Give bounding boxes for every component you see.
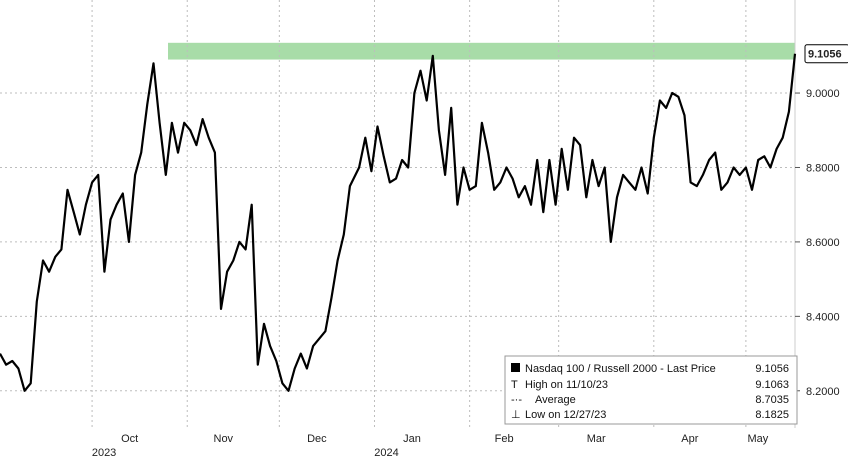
legend-entry-average: -·- Average 8.7035 xyxy=(511,394,789,406)
legend-entry-value: 9.1063 xyxy=(755,379,789,391)
x-tick-label: Nov xyxy=(214,433,234,445)
highlight-band xyxy=(168,42,795,60)
legend-box xyxy=(504,355,798,425)
y-axis-ticks: 8.2000 8.4000 8.6000 8.8000 9.0000 xyxy=(795,88,840,398)
high-marker-icon: T xyxy=(511,379,518,391)
x-tick-label: Mar xyxy=(587,433,606,445)
y-tick-label: 8.4000 xyxy=(806,311,840,323)
average-marker-icon: -·- xyxy=(511,394,522,406)
last-price-tag-text: 9.1056 xyxy=(808,49,842,61)
last-price-tag: 9.1056 xyxy=(804,44,848,64)
legend-square-marker xyxy=(511,363,520,372)
gridlines xyxy=(0,0,795,428)
year-label: 2023 xyxy=(92,447,116,459)
year-labels: 2023 2024 xyxy=(92,447,399,459)
low-marker-icon: ⊥ xyxy=(511,409,521,421)
legend-entry-low: ⊥ Low on 12/27/23 8.1825 xyxy=(511,409,789,421)
legend-entry-label: Average xyxy=(535,394,576,406)
legend-entry-label: Nasdaq 100 / Russell 2000 - Last Price xyxy=(525,363,716,375)
legend-entry-high: T High on 11/10/23 9.1063 xyxy=(511,379,789,391)
x-axis-ticks: Oct Nov Dec Jan Feb Mar Apr May xyxy=(121,433,769,445)
legend-entry-label: Low on 12/27/23 xyxy=(525,409,606,421)
last-price-tag-background xyxy=(804,44,848,64)
x-tick-label: Oct xyxy=(121,433,138,445)
legend-entry-value: 8.1825 xyxy=(755,409,789,421)
legend-entry-label: High on 11/10/23 xyxy=(525,379,608,391)
legend-entry-value: 8.7035 xyxy=(755,394,789,406)
series-line-nasdaq-russell-ratio xyxy=(0,53,797,392)
y-tick-label: 8.2000 xyxy=(806,386,840,398)
legend: Nasdaq 100 / Russell 2000 - Last Price 9… xyxy=(504,355,798,425)
legend-entry-value: 9.1056 xyxy=(755,363,789,375)
y-tick-label: 8.8000 xyxy=(806,162,840,174)
x-tick-label: Dec xyxy=(307,433,327,445)
x-tick-label: Jan xyxy=(403,433,421,445)
y-tick-label: 9.0000 xyxy=(806,88,840,100)
x-tick-label: Apr xyxy=(681,433,698,445)
x-tick-label: May xyxy=(747,433,768,445)
y-tick-label: 8.6000 xyxy=(806,237,840,249)
year-label: 2024 xyxy=(374,447,398,459)
legend-entry-series: Nasdaq 100 / Russell 2000 - Last Price 9… xyxy=(511,363,789,375)
x-tick-label: Feb xyxy=(495,433,514,445)
